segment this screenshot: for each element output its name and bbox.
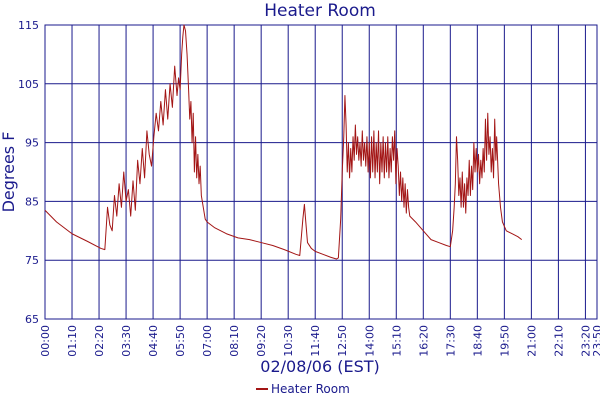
x-tick-label: 08:10	[228, 325, 241, 357]
x-tick-label: 09:20	[255, 325, 268, 357]
y-tick-label: 75	[25, 254, 39, 267]
x-tick-label: 17:30	[444, 325, 457, 357]
legend-label: Heater Room	[271, 382, 350, 396]
legend: Heater Room	[256, 382, 350, 396]
x-tick-label: 23:50	[591, 325, 600, 357]
x-tick-label: 12:50	[336, 325, 349, 357]
x-tick-label: 00:00	[39, 325, 52, 357]
x-tick-label: 18:40	[471, 325, 484, 357]
x-tick-label: 23:20	[579, 325, 592, 357]
x-tick-label: 14:00	[363, 325, 376, 357]
y-tick-labels: 65 75 85 95 105 115	[18, 19, 39, 326]
y-tick-label: 115	[18, 19, 39, 32]
x-tick-label: 15:10	[390, 325, 403, 357]
x-tick-label: 03:30	[120, 325, 133, 357]
y-tick-label: 65	[25, 313, 39, 326]
y-tick-label: 105	[18, 78, 39, 91]
x-tick-label: 10:30	[282, 325, 295, 357]
x-tick-label: 05:50	[174, 325, 187, 357]
y-tick-label: 85	[25, 195, 39, 208]
series-group	[44, 24, 523, 260]
x-tick-label: 22:10	[552, 325, 565, 357]
series-line-heater-room	[44, 24, 523, 260]
x-tick-label: 11:40	[309, 325, 322, 357]
x-tick-label: 19:50	[498, 325, 511, 357]
x-tick-label: 21:00	[525, 325, 538, 357]
x-tick-label: 01:10	[66, 325, 79, 357]
chart-title: Heater Room	[264, 1, 376, 21]
x-tick-label: 04:40	[147, 325, 160, 357]
plot-border	[44, 24, 598, 320]
x-tick-label: 16:20	[417, 325, 430, 357]
y-tick-label: 95	[25, 137, 39, 150]
y-axis-label: Degrees F	[0, 132, 18, 213]
x-tick-label: 07:00	[201, 325, 214, 357]
grid	[44, 24, 598, 320]
x-tick-label: 02:20	[93, 325, 106, 357]
x-axis-label: 02/08/06 (EST)	[260, 357, 379, 376]
x-tick-labels: 00:00 01:10 02:20 03:30 04:40 05:50 07:00 08:10…	[39, 325, 600, 357]
